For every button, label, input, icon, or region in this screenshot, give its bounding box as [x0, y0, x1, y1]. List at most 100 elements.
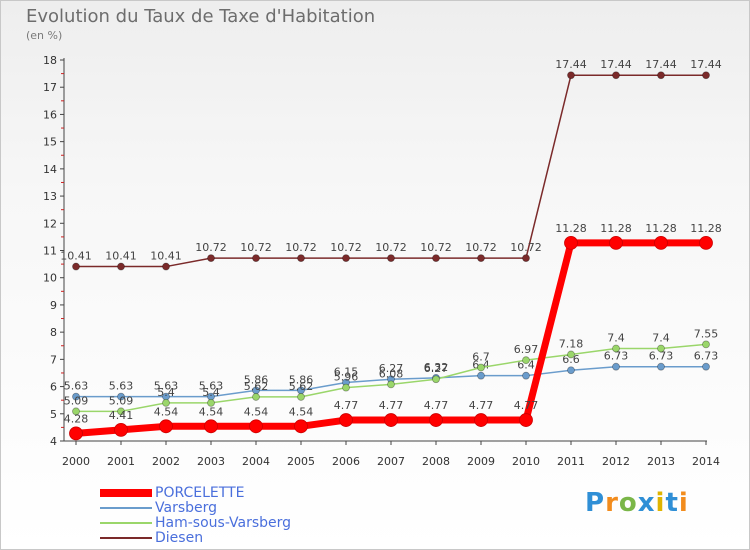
legend-label-ham-sous-varsberg: Ham-sous-Varsberg	[155, 515, 292, 531]
data-label-ham-sous-varsberg: 5.62	[244, 380, 269, 393]
data-label-varsberg: 6.6	[562, 353, 580, 366]
logo-letter: x	[637, 488, 656, 518]
data-label-diesen: 10.72	[285, 241, 317, 254]
data-point-ham-sous-varsberg	[477, 363, 485, 372]
data-point-ham-sous-varsberg	[342, 383, 350, 392]
y-tick-label: 7	[50, 353, 57, 366]
x-tick-label: 2002	[152, 455, 180, 468]
data-point-porcelette	[339, 413, 353, 427]
data-point-diesen	[207, 254, 215, 263]
x-tick-label: 2008	[422, 455, 450, 468]
data-point-varsberg	[117, 392, 125, 401]
y-tick-label: 5	[50, 408, 57, 421]
data-label-ham-sous-varsberg: 6.97	[514, 343, 539, 356]
data-label-diesen: 17.44	[645, 58, 677, 71]
data-point-diesen	[657, 71, 665, 80]
data-label-varsberg: 6.15	[334, 365, 359, 378]
data-point-diesen	[432, 254, 440, 263]
x-tick-label: 2001	[107, 455, 135, 468]
data-label-varsberg: 5.63	[109, 380, 134, 393]
data-label-porcelette: 4.54	[154, 405, 179, 418]
legend-swatch-diesen	[100, 537, 152, 539]
data-point-diesen	[387, 254, 395, 263]
data-point-ham-sous-varsberg	[387, 380, 395, 389]
data-label-porcelette: 4.77	[334, 399, 359, 412]
data-label-diesen: 10.72	[510, 241, 542, 254]
data-point-porcelette	[294, 419, 308, 434]
data-point-ham-sous-varsberg	[432, 375, 440, 384]
data-label-varsberg: 5.63	[199, 380, 224, 393]
x-tick-label: 2003	[197, 455, 225, 468]
data-point-ham-sous-varsberg	[612, 344, 620, 353]
legend-swatch-ham-sous-varsberg	[100, 522, 152, 524]
data-label-ham-sous-varsberg: 7.4	[607, 331, 625, 344]
data-point-porcelette	[564, 235, 578, 250]
data-point-varsberg	[567, 366, 575, 375]
data-label-diesen: 17.44	[555, 58, 587, 71]
x-tick-label: 2012	[602, 455, 630, 468]
data-label-porcelette: 4.77	[424, 399, 449, 412]
x-tick-label: 2014	[692, 455, 720, 468]
data-point-porcelette	[654, 235, 668, 250]
data-point-varsberg	[657, 362, 665, 371]
data-label-porcelette: 11.28	[645, 222, 677, 235]
y-tick-label: 8	[50, 326, 57, 339]
logo-letter: t	[665, 488, 679, 518]
data-label-diesen: 10.41	[60, 250, 92, 263]
data-point-varsberg	[522, 371, 530, 380]
x-tick-label: 2006	[332, 455, 360, 468]
y-tick-label: 6	[50, 381, 57, 394]
data-point-diesen	[342, 254, 350, 263]
x-tick-label: 2009	[467, 455, 495, 468]
data-point-diesen	[117, 262, 125, 271]
data-point-porcelette	[114, 422, 128, 437]
data-point-ham-sous-varsberg	[297, 393, 305, 401]
legend-label-porcelette: PORCELETTE	[155, 485, 245, 501]
data-point-varsberg	[72, 392, 80, 401]
data-label-ham-sous-varsberg: 7.55	[694, 327, 719, 340]
data-label-diesen: 10.72	[330, 241, 362, 254]
x-tick-label: 2000	[62, 455, 90, 468]
data-label-ham-sous-varsberg: 6.7	[472, 351, 490, 364]
data-label-diesen: 10.72	[420, 241, 452, 254]
data-point-porcelette	[69, 426, 83, 441]
data-label-diesen: 10.41	[105, 250, 137, 263]
legend-swatch-porcelette	[100, 489, 152, 497]
data-point-ham-sous-varsberg	[117, 407, 125, 416]
data-point-porcelette	[609, 235, 623, 250]
data-point-porcelette	[249, 419, 263, 434]
x-tick-label: 2011	[557, 455, 585, 468]
data-point-porcelette	[429, 413, 443, 427]
data-label-porcelette: 11.28	[600, 222, 632, 235]
data-point-porcelette	[699, 235, 713, 250]
data-label-porcelette: 11.28	[555, 222, 587, 235]
data-label-porcelette: 4.28	[64, 412, 89, 425]
logo-letter: i	[655, 488, 666, 518]
data-point-ham-sous-varsberg	[522, 356, 530, 365]
logo-letter: P	[585, 488, 606, 518]
data-label-porcelette: 4.54	[289, 405, 314, 418]
data-point-diesen	[567, 71, 575, 80]
y-tick-label: 4	[50, 435, 57, 448]
proxiti-logo: Proxiti	[585, 488, 689, 518]
y-tick-label: 15	[43, 136, 57, 149]
data-point-ham-sous-varsberg	[207, 398, 215, 407]
data-label-porcelette: 4.77	[379, 399, 404, 412]
data-label-varsberg: 6.73	[649, 350, 674, 363]
y-tick-label: 10	[43, 272, 57, 285]
data-label-diesen: 10.72	[465, 241, 497, 254]
data-label-varsberg: 6.73	[604, 350, 629, 363]
x-tick-label: 2010	[512, 455, 540, 468]
data-point-varsberg	[612, 362, 620, 371]
legend-label-varsberg: Varsberg	[155, 500, 218, 516]
data-label-ham-sous-varsberg: 5.96	[334, 371, 359, 384]
data-point-ham-sous-varsberg	[72, 407, 80, 416]
logo-letter: r	[605, 488, 619, 518]
data-point-ham-sous-varsberg	[252, 393, 260, 401]
data-label-porcelette: 4.54	[244, 405, 269, 418]
data-label-varsberg: 5.86	[289, 373, 314, 386]
data-point-ham-sous-varsberg	[162, 398, 170, 407]
data-point-diesen	[612, 71, 620, 80]
y-tick-label: 9	[50, 299, 57, 312]
